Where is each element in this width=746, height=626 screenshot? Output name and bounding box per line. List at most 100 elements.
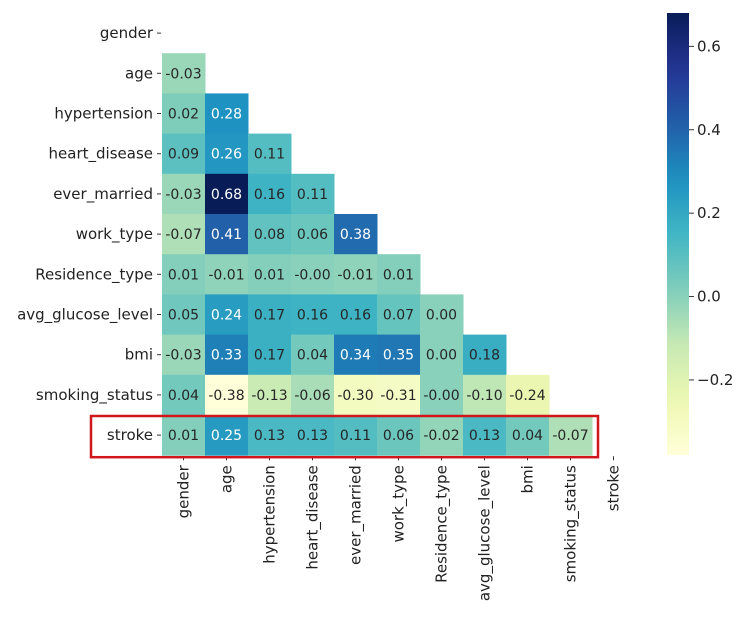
y-axis-tick-labels: gender age hypertension heart_disease ever_m…	[17, 24, 161, 444]
cell-label-bmi-ever_married: 0.34	[340, 348, 371, 364]
cell-label-heart_disease-gender: 0.09	[168, 147, 199, 163]
cell-label-smoking_status-age: -0.38	[208, 388, 244, 404]
cell-stroke-ever_married	[334, 415, 378, 456]
cell-smoking_status-avg_glucose_level	[463, 374, 507, 416]
cell-label-bmi-hypertension: 0.17	[254, 348, 285, 364]
cell-label-Residence_type-heart_disease: -0.00	[294, 267, 330, 283]
cell-Residence_type-ever_married	[334, 254, 378, 295]
y-label-Residence_type: Residence_type	[35, 265, 153, 284]
cell-label-work_type-gender: -0.07	[165, 227, 201, 243]
cell-bmi-ever_married	[334, 334, 378, 376]
cell-bmi-work_type	[377, 334, 421, 376]
cell-stroke-smoking_status	[549, 415, 593, 456]
x-label-age: age	[218, 465, 236, 493]
cell-smoking_status-bmi	[506, 374, 550, 416]
cell-label-ever_married-gender: -0.03	[165, 187, 201, 203]
cell-label-stroke-avg_glucose_level: 0.13	[469, 428, 500, 444]
cell-work_type-ever_married	[334, 214, 378, 255]
x-axis-tick-labels: gender age hypertension heart_disease ever_m…	[175, 456, 623, 601]
cell-label-stroke-Residence_type: -0.02	[423, 428, 459, 444]
cell-smoking_status-gender	[162, 374, 206, 416]
cell-bmi-gender	[162, 334, 206, 376]
cell-label-avg_glucose_level-Residence_type: 0.00	[426, 308, 457, 324]
cell-avg_glucose_level-work_type	[377, 294, 421, 336]
cell-work_type-heart_disease	[291, 214, 335, 255]
colorbar-tick-label: 0.4	[697, 121, 721, 139]
cell-avg_glucose_level-Residence_type	[420, 294, 464, 336]
cell-heart_disease-hypertension	[248, 133, 292, 175]
cell-age-gender	[162, 53, 206, 94]
x-label-gender: gender	[175, 464, 193, 518]
cell-ever_married-gender	[162, 173, 206, 215]
cell-label-smoking_status-bmi: -0.24	[509, 388, 545, 404]
x-label-work_type: work_type	[390, 465, 409, 542]
heatmap-cells: -0.03 0.02 0.28 0.09 0.26 0.11 -0.03 0.68 0.16 0.…	[162, 53, 593, 456]
y-label-stroke: stroke	[107, 426, 153, 444]
cell-ever_married-hypertension	[248, 173, 292, 215]
cell-label-stroke-hypertension: 0.13	[254, 428, 285, 444]
cell-label-smoking_status-hypertension: -0.13	[251, 388, 287, 404]
x-label-smoking_status: smoking_status	[562, 465, 581, 582]
cell-label-stroke-age: 0.25	[211, 428, 242, 444]
cell-Residence_type-hypertension	[248, 254, 292, 295]
cell-heart_disease-gender	[162, 133, 206, 175]
cell-label-Residence_type-ever_married: -0.01	[337, 267, 373, 283]
cell-stroke-bmi	[506, 415, 550, 456]
colorbar-tick-label: 0.6	[697, 37, 721, 55]
cell-label-ever_married-age: 0.68	[211, 187, 242, 203]
cell-label-stroke-smoking_status: -0.07	[552, 428, 588, 444]
cell-label-smoking_status-Residence_type: -0.00	[423, 388, 459, 404]
cell-label-avg_glucose_level-age: 0.24	[211, 308, 242, 324]
cell-hypertension-gender	[162, 93, 206, 135]
cell-avg_glucose_level-hypertension	[248, 294, 292, 336]
y-label-hypertension: hypertension	[54, 105, 153, 123]
cell-stroke-age	[205, 415, 249, 456]
y-label-gender: gender	[100, 24, 154, 42]
cell-ever_married-age	[205, 173, 249, 215]
x-label-avg_glucose_level: avg_glucose_level	[476, 465, 495, 601]
cell-stroke-hypertension	[248, 415, 292, 456]
cell-label-ever_married-heart_disease: 0.11	[297, 187, 328, 203]
cell-label-bmi-age: 0.33	[211, 348, 242, 364]
cell-label-bmi-avg_glucose_level: 0.18	[469, 348, 500, 364]
cell-label-bmi-gender: -0.03	[165, 348, 201, 364]
cell-stroke-Residence_type	[420, 415, 464, 456]
cell-label-bmi-work_type: 0.35	[383, 348, 414, 364]
x-label-stroke: stroke	[605, 465, 623, 511]
cell-bmi-age	[205, 334, 249, 376]
cell-label-heart_disease-age: 0.26	[211, 147, 242, 163]
cell-label-hypertension-gender: 0.02	[168, 107, 199, 123]
cell-label-avg_glucose_level-work_type: 0.07	[383, 308, 414, 324]
cell-heart_disease-age	[205, 133, 249, 175]
cell-avg_glucose_level-ever_married	[334, 294, 378, 336]
cell-hypertension-age	[205, 93, 249, 135]
cell-bmi-avg_glucose_level	[463, 334, 507, 376]
cell-avg_glucose_level-gender	[162, 294, 206, 336]
cell-label-work_type-ever_married: 0.38	[340, 227, 371, 243]
cell-bmi-Residence_type	[420, 334, 464, 376]
cell-label-smoking_status-work_type: -0.31	[380, 388, 416, 404]
cell-label-smoking_status-ever_married: -0.30	[337, 388, 373, 404]
highlight-box-stroke-row	[89, 414, 600, 459]
cell-bmi-heart_disease	[291, 334, 335, 376]
cell-label-heart_disease-hypertension: 0.11	[254, 147, 285, 163]
cell-label-work_type-age: 0.41	[211, 227, 242, 243]
colorbar-ticks: 0.6 0.4 0.2 0.0 −0.2	[689, 37, 733, 389]
cell-ever_married-heart_disease	[291, 173, 335, 215]
cell-avg_glucose_level-age	[205, 294, 249, 336]
y-label-work_type: work_type	[76, 225, 153, 244]
x-label-heart_disease: heart_disease	[304, 465, 323, 569]
cell-smoking_status-heart_disease	[291, 374, 335, 416]
cell-smoking_status-ever_married	[334, 374, 378, 416]
colorbar-tick-label: −0.2	[697, 371, 733, 389]
cell-label-Residence_type-hypertension: 0.01	[254, 267, 285, 283]
cell-Residence_type-age	[205, 254, 249, 295]
cell-smoking_status-hypertension	[248, 374, 292, 416]
cell-stroke-work_type	[377, 415, 421, 456]
cell-label-stroke-gender: 0.01	[168, 428, 199, 444]
cell-label-Residence_type-age: -0.01	[208, 267, 244, 283]
y-label-avg_glucose_level: avg_glucose_level	[17, 306, 153, 325]
cell-label-stroke-work_type: 0.06	[383, 428, 414, 444]
cell-label-smoking_status-avg_glucose_level: -0.10	[466, 388, 502, 404]
